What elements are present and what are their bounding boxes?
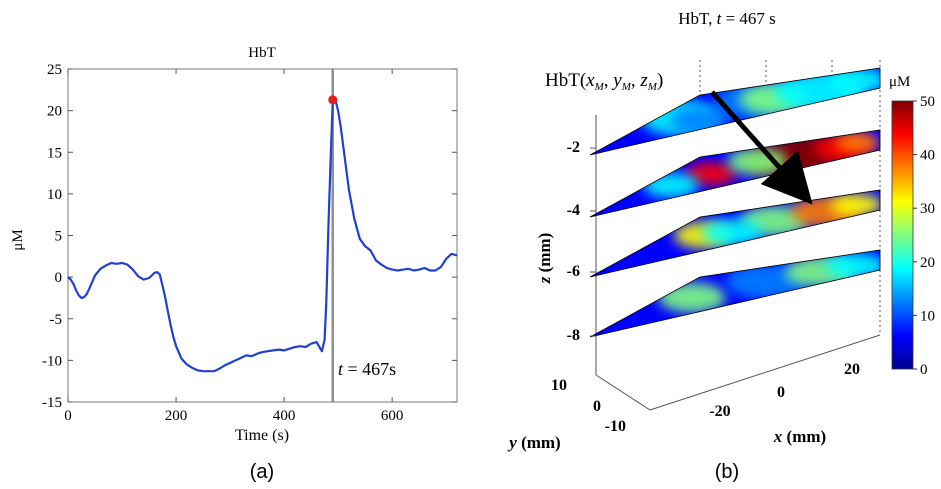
slice-z8 — [589, 249, 881, 338]
colorbar-ticks: 0 10 20 30 40 50 — [913, 94, 935, 378]
x-axis-ticks: 0 200 400 600 — [64, 69, 403, 424]
y-tick-label-b: 10 — [551, 377, 567, 394]
z-axis-ticks: -2 -4 -6 -8 — [567, 139, 596, 344]
depth-slices — [589, 67, 881, 338]
y-tick-label: 15 — [47, 145, 62, 161]
slice-heat-blob — [702, 219, 763, 247]
x-axis-unit-b: (mm) — [782, 427, 826, 446]
slice-outline — [589, 249, 881, 338]
y-tick-label-b: 0 — [593, 398, 601, 415]
x-tick-label-b: -20 — [709, 403, 730, 420]
annotation-y-var: y — [611, 70, 622, 91]
stacked-heatmap-panel: HbT, t = 467 s -2-4-6-8 z (mm) 100-10 y … — [507, 9, 935, 483]
annotation-sep-3: ) — [657, 70, 663, 91]
annotation-z-sub: M — [647, 81, 658, 93]
colorbar-tick-label: 50 — [920, 94, 935, 110]
z-axis-label: z (mm) — [535, 233, 554, 285]
slice-z2 — [589, 67, 881, 156]
colorbar-tick-label: 20 — [920, 255, 935, 271]
y-axis-ticks: -15 -10 -5 0 5 10 15 20 25 — [42, 62, 457, 411]
slice-heat-blob — [725, 263, 806, 300]
x-tick-label-b: 0 — [777, 384, 785, 401]
y-tick-label: 25 — [47, 62, 62, 78]
slice-heat-blob — [835, 132, 880, 153]
annotation-arrow — [710, 90, 813, 205]
slice-outline — [589, 129, 881, 218]
time-annotation: t = 467s — [338, 359, 396, 379]
slice-heat-blob — [684, 162, 737, 186]
x-axis-label: Time (s) — [235, 427, 289, 444]
y-tick-label: 0 — [55, 270, 63, 286]
panel-label-a: (a) — [250, 461, 274, 483]
time-annotation-text: = 467s — [343, 359, 396, 379]
y-axis-var-b: y — [507, 433, 517, 452]
y-tick-label: 20 — [47, 104, 62, 120]
chart-title-b-suffix: = 467 s — [721, 9, 775, 28]
chart-title: HbT — [248, 45, 276, 61]
series-line-hbt — [67, 98, 458, 373]
annotation-prefix: HbT( — [545, 70, 586, 91]
slice-heat-blob — [726, 148, 787, 176]
panel-label-b: (b) — [715, 461, 739, 483]
annotation-z-var: z — [639, 70, 648, 91]
z-tick-label: -2 — [567, 139, 580, 156]
slice-outline — [589, 189, 881, 278]
x-axis-ticks-b: -20 0 20 — [709, 361, 860, 420]
colorbar-tick-label: 10 — [920, 308, 935, 324]
colorbar-label: μM — [889, 74, 910, 90]
slice-heat-blob — [827, 68, 880, 94]
y-tick-label: -5 — [50, 312, 63, 328]
z-axis-unit: (mm) — [535, 233, 554, 277]
z-tick-label: -6 — [567, 263, 580, 280]
colorbar-tick-label: 30 — [920, 201, 935, 217]
slice-heat-blob — [830, 193, 880, 217]
y-tick-label: 10 — [47, 187, 62, 203]
plot-area-frame — [67, 68, 458, 403]
x-tick-label-b: 20 — [844, 361, 860, 378]
annotation-sep-1: , — [604, 70, 614, 91]
peak-marker — [328, 95, 338, 105]
annotation-x-var: x — [585, 70, 595, 91]
chart-title-b-var: t — [717, 9, 723, 28]
annotation-sep-2: , — [631, 70, 641, 91]
slice-blobs — [673, 193, 880, 249]
time-annotation-var: t — [338, 359, 344, 379]
y-tick-label: -15 — [42, 395, 62, 411]
x-axis-var-b: x — [773, 427, 783, 446]
chart-title-b-prefix: HbT, — [678, 9, 716, 28]
slice-blobs — [640, 68, 880, 136]
slice-blobs — [642, 132, 880, 198]
x-tick-label: 200 — [165, 408, 188, 424]
slice-z6 — [589, 189, 881, 278]
x-tick-label: 600 — [381, 408, 404, 424]
line-chart-panel: HbT -15 -10 -5 0 5 10 15 20 25 0 200 400 600 μM Tim… — [10, 45, 458, 483]
x-tick-label: 400 — [273, 408, 296, 424]
colorbar — [891, 100, 914, 370]
colorbar-tick-label: 0 — [920, 362, 928, 378]
max-point-marker — [795, 186, 803, 194]
slice-outline — [589, 67, 881, 156]
slice-blobs — [658, 252, 880, 313]
z-axis-var: z — [535, 276, 554, 284]
y-axis-label: μM — [10, 229, 26, 250]
z-tick-label: -4 — [567, 202, 580, 219]
annotation-x-sub: M — [594, 81, 605, 93]
z-tick-label: -8 — [567, 327, 580, 344]
y-axis-ticks-b: 10 0-10 — [551, 377, 626, 435]
y-tick-label: 5 — [55, 229, 63, 245]
max-point-annotation: HbT(xM, yM, zM) — [545, 70, 663, 93]
x-axis-label-b: x (mm) — [773, 427, 826, 446]
x-tick-label: 0 — [64, 408, 72, 424]
colorbar-tick-label: 40 — [920, 148, 935, 164]
y-axis-label-b: y (mm) — [507, 433, 560, 452]
annotation-y-sub: M — [621, 81, 632, 93]
y-tick-label: -10 — [42, 353, 62, 369]
y-axis-unit-b: (mm) — [517, 433, 561, 452]
box-bottom-x-edge — [649, 334, 881, 411]
box-guides — [595, 60, 881, 411]
chart-title-b: HbT, t = 467 s — [678, 9, 776, 28]
y-tick-label-b: -10 — [605, 418, 626, 435]
box-bottom-y-edge — [595, 374, 651, 411]
